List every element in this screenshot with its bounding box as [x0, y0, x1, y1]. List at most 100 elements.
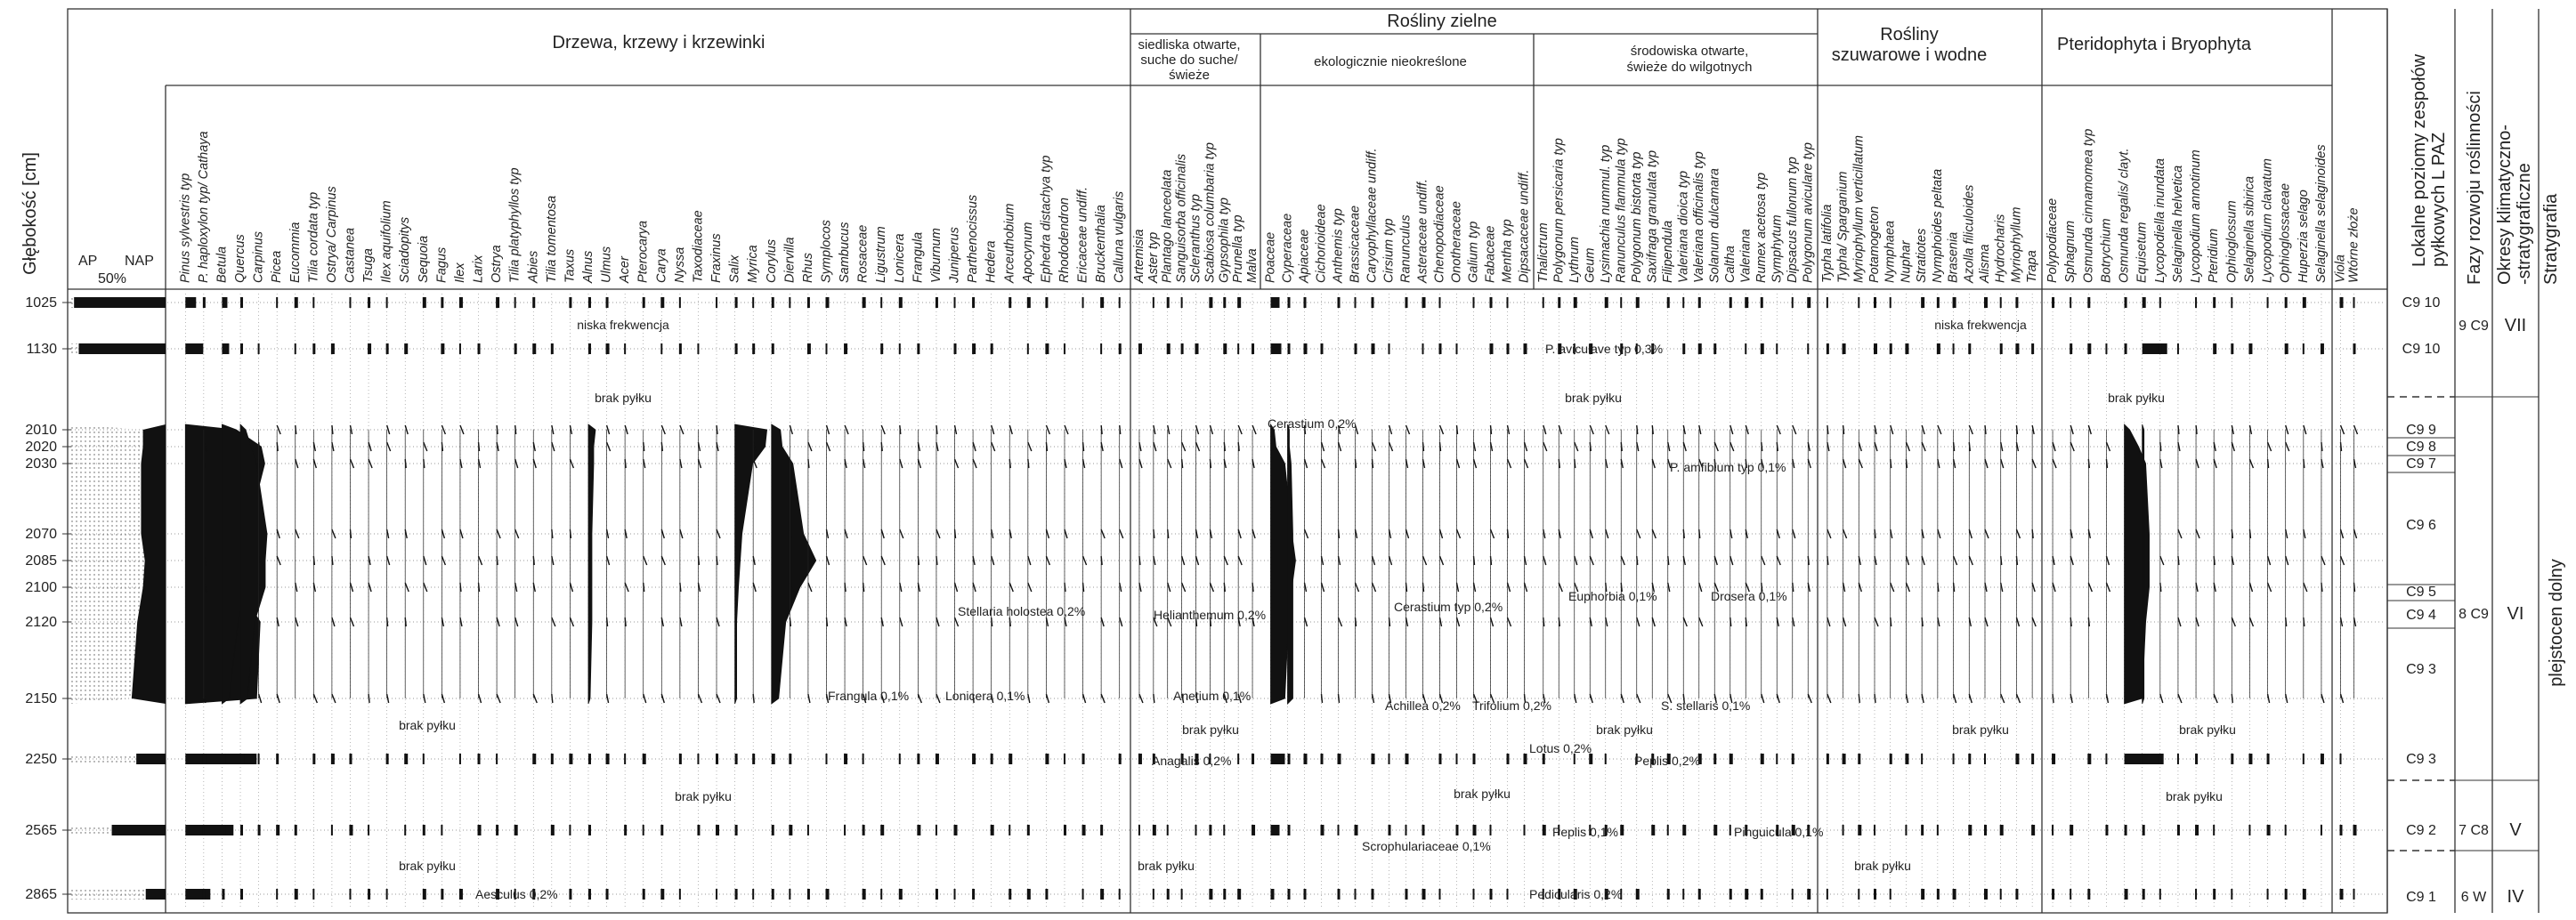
annotation-label: Drosera 0,1%	[1711, 589, 1787, 603]
taxon-bar	[1523, 754, 1527, 764]
zone-columns: C9 10 C9 10 C9 9 C9 8C9 7 C9 6 C9 5 C9 4 C9 3 C9…	[2387, 295, 2566, 907]
taxon-bar	[185, 825, 234, 835]
taxon-bar	[1905, 343, 1909, 354]
taxon-bar	[349, 889, 352, 900]
taxon-trace	[972, 441, 976, 452]
taxon-trace	[1153, 424, 1156, 435]
taxon-trace	[1574, 555, 1578, 566]
taxon-curve	[771, 424, 817, 705]
taxon-label: Dipsacaceae undiff.	[1518, 170, 1532, 283]
taxon-trace	[1682, 424, 1686, 435]
taxon-trace	[1776, 424, 1781, 435]
taxon-bar	[477, 754, 481, 764]
taxon-bar	[2176, 825, 2180, 835]
taxon-bar	[2052, 297, 2055, 308]
taxon-trace	[1438, 424, 1445, 435]
taxon-bar	[2284, 889, 2288, 900]
taxon-bar	[1968, 343, 1972, 354]
taxon-trace	[1874, 441, 1878, 452]
taxon-bar	[734, 343, 738, 354]
taxon-bar	[202, 825, 205, 835]
taxon-bar	[624, 825, 628, 835]
taxon-bar	[844, 754, 848, 764]
taxon-bar	[806, 825, 809, 835]
taxon-bar	[1287, 343, 1291, 354]
taxon-bar	[1337, 889, 1341, 900]
taxon-bar	[2195, 754, 2199, 764]
taxon-label: P. haploxylon typ/ Cathaya	[197, 131, 211, 283]
taxon-bar	[185, 889, 211, 900]
taxon-trace	[532, 693, 538, 704]
taxon-trace	[1153, 617, 1158, 627]
taxon-trace	[2031, 424, 2035, 435]
taxon-trace	[807, 555, 812, 566]
taxon-label: Alisma	[1978, 244, 1992, 284]
phase-label: 7 C8	[2459, 823, 2489, 838]
taxon-trace	[1388, 424, 1393, 435]
taxon-bar	[2213, 343, 2217, 354]
taxon-trace	[1223, 693, 1227, 704]
taxon-label: Nuphar	[1899, 239, 1913, 283]
taxon-bar	[1026, 825, 1030, 835]
taxon-trace	[2231, 424, 2234, 435]
taxon-bar	[605, 889, 609, 900]
taxon-bar	[312, 343, 316, 354]
taxon-trace	[1303, 458, 1308, 469]
taxon-label: Sanguisorba officinalis	[1175, 154, 1189, 283]
taxon-label: Myrica	[746, 245, 760, 283]
taxon-bar	[1438, 297, 1441, 308]
taxon-trace	[1388, 441, 1394, 452]
taxon-trace	[2031, 617, 2037, 627]
taxon-bar	[404, 825, 407, 835]
taxon-bar	[312, 889, 315, 900]
taxon-bar	[1081, 297, 1084, 308]
ap-bar	[71, 825, 112, 835]
taxon-trace	[953, 458, 960, 469]
taxon-bar	[2195, 889, 2198, 900]
taxon-bar	[2266, 889, 2269, 900]
taxon-bar	[1472, 889, 1475, 900]
taxon-bar	[1081, 754, 1085, 764]
taxon-trace	[917, 693, 923, 704]
taxon-bar	[1620, 343, 1624, 354]
taxon-bar	[1195, 343, 1199, 354]
period-label: VII	[2505, 316, 2526, 335]
taxon-label: Bruckenthalia	[1094, 205, 1108, 283]
taxon-bar	[1842, 343, 1846, 354]
taxon-trace	[1729, 424, 1734, 435]
taxon-bar	[1009, 754, 1013, 764]
taxon-trace	[1968, 529, 1973, 539]
taxon-bar	[1438, 343, 1442, 354]
taxon-label: Myriophyllum verticillatum	[1851, 135, 1866, 283]
ap-bar	[71, 343, 79, 354]
depth-label: 2865	[25, 887, 57, 902]
taxon-bar	[605, 297, 609, 308]
taxon-bar	[240, 889, 244, 900]
taxon-bar	[422, 825, 425, 835]
taxon-trace	[1984, 617, 1989, 627]
taxon-bar	[734, 889, 738, 900]
taxon-bar	[1842, 754, 1846, 764]
taxon-trace	[1354, 424, 1359, 435]
taxon-bar	[587, 825, 591, 835]
taxon-bar	[953, 343, 957, 354]
gap-label: brak pyłku	[1454, 787, 1511, 801]
taxon-bar	[1180, 889, 1183, 900]
gap-label: brak pyłku	[2166, 789, 2223, 803]
taxon-trace	[1252, 424, 1257, 435]
taxon-bar	[1558, 343, 1562, 354]
taxon-bar	[806, 343, 811, 354]
taxon-bar	[752, 343, 756, 354]
taxon-bar	[1874, 343, 1877, 354]
taxon-bar	[1936, 297, 1940, 308]
taxon-bar	[1807, 343, 1810, 354]
taxon-bar	[1287, 297, 1291, 308]
taxon-bar	[1354, 343, 1357, 354]
taxon-label: Frangula	[911, 232, 925, 283]
taxon-label: Caltha	[1723, 246, 1738, 283]
taxon-bar	[1455, 825, 1459, 835]
taxon-trace	[2248, 424, 2253, 435]
nap-bar	[111, 825, 166, 835]
taxon-trace	[1792, 529, 1796, 539]
taxon-bar	[1489, 825, 1492, 835]
